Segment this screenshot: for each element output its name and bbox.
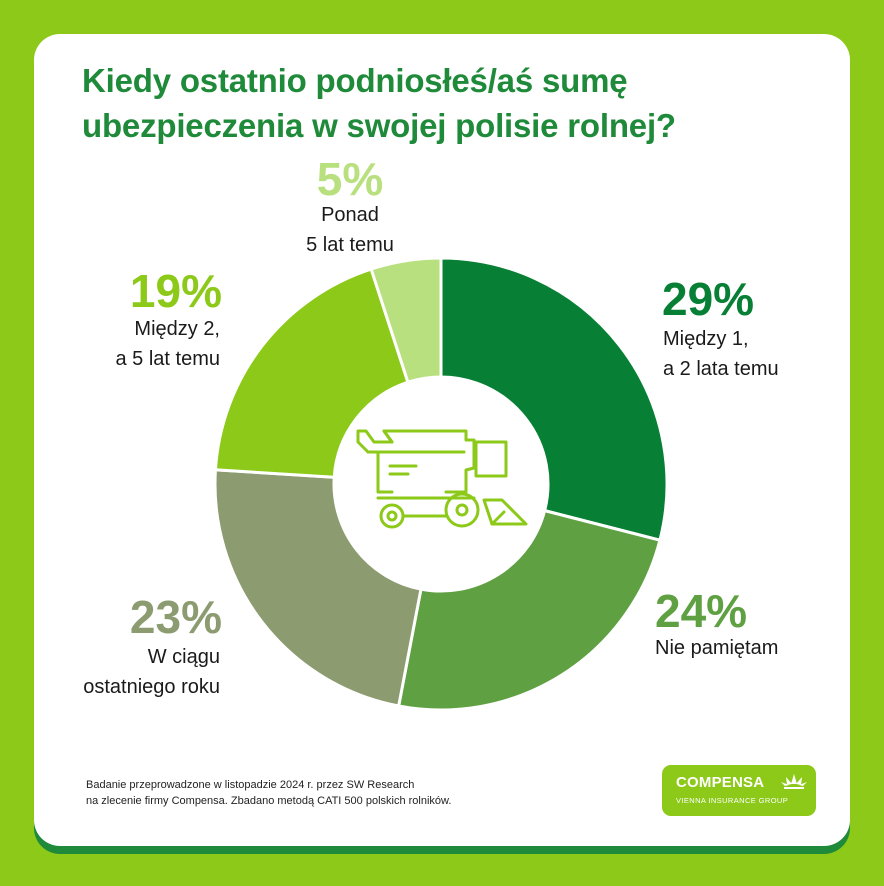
label-19-pct: 19% <box>129 265 222 317</box>
label-19-line1: Między 2, <box>134 318 220 340</box>
label-29-line2: a 2 lata temu <box>663 358 779 380</box>
label-5-pct: 5% <box>316 153 384 205</box>
footnote-line-2: na zlecenie firmy Compensa. Zbadano meto… <box>86 795 452 807</box>
logo-subtitle: VIENNA INSURANCE GROUP <box>676 796 789 805</box>
label-23-line1: W ciągu <box>147 646 220 668</box>
label-29-line1: Między 1, <box>663 328 749 350</box>
donut-slices <box>213 256 669 712</box>
chart-title: Kiedy ostatnio podniosłeś/aś sumę ubezpi… <box>82 62 676 144</box>
footnote-line-1: Badanie przeprowadzone w listopadzie 202… <box>86 779 415 791</box>
donut-slice-24 <box>396 508 662 712</box>
label-5-line1: Ponad <box>321 204 379 226</box>
compensa-shell-icon <box>781 774 807 789</box>
footnote: Badanie przeprowadzone w listopadzie 202… <box>86 777 546 809</box>
donut-slice-19 <box>213 267 410 479</box>
label-19-line2: a 5 lat temu <box>115 348 220 370</box>
label-29-pct: 29% <box>662 273 755 325</box>
label-24-line1: Nie pamiętam <box>655 637 779 659</box>
label-24-pct: 24% <box>655 585 748 637</box>
donut-slice-5 <box>369 256 443 385</box>
compensa-logo: COMPENSA VIENNA INSURANCE GROUP <box>662 765 816 816</box>
donut-slice-23 <box>213 468 423 708</box>
label-23-pct: 23% <box>129 591 222 643</box>
donut-slice-29 <box>439 256 669 543</box>
combine-harvester-icon <box>356 429 528 529</box>
logo-name: COMPENSA <box>676 774 765 791</box>
label-5-line2: 5 lat temu <box>306 234 394 256</box>
label-23-line2: ostatniego roku <box>83 676 220 698</box>
